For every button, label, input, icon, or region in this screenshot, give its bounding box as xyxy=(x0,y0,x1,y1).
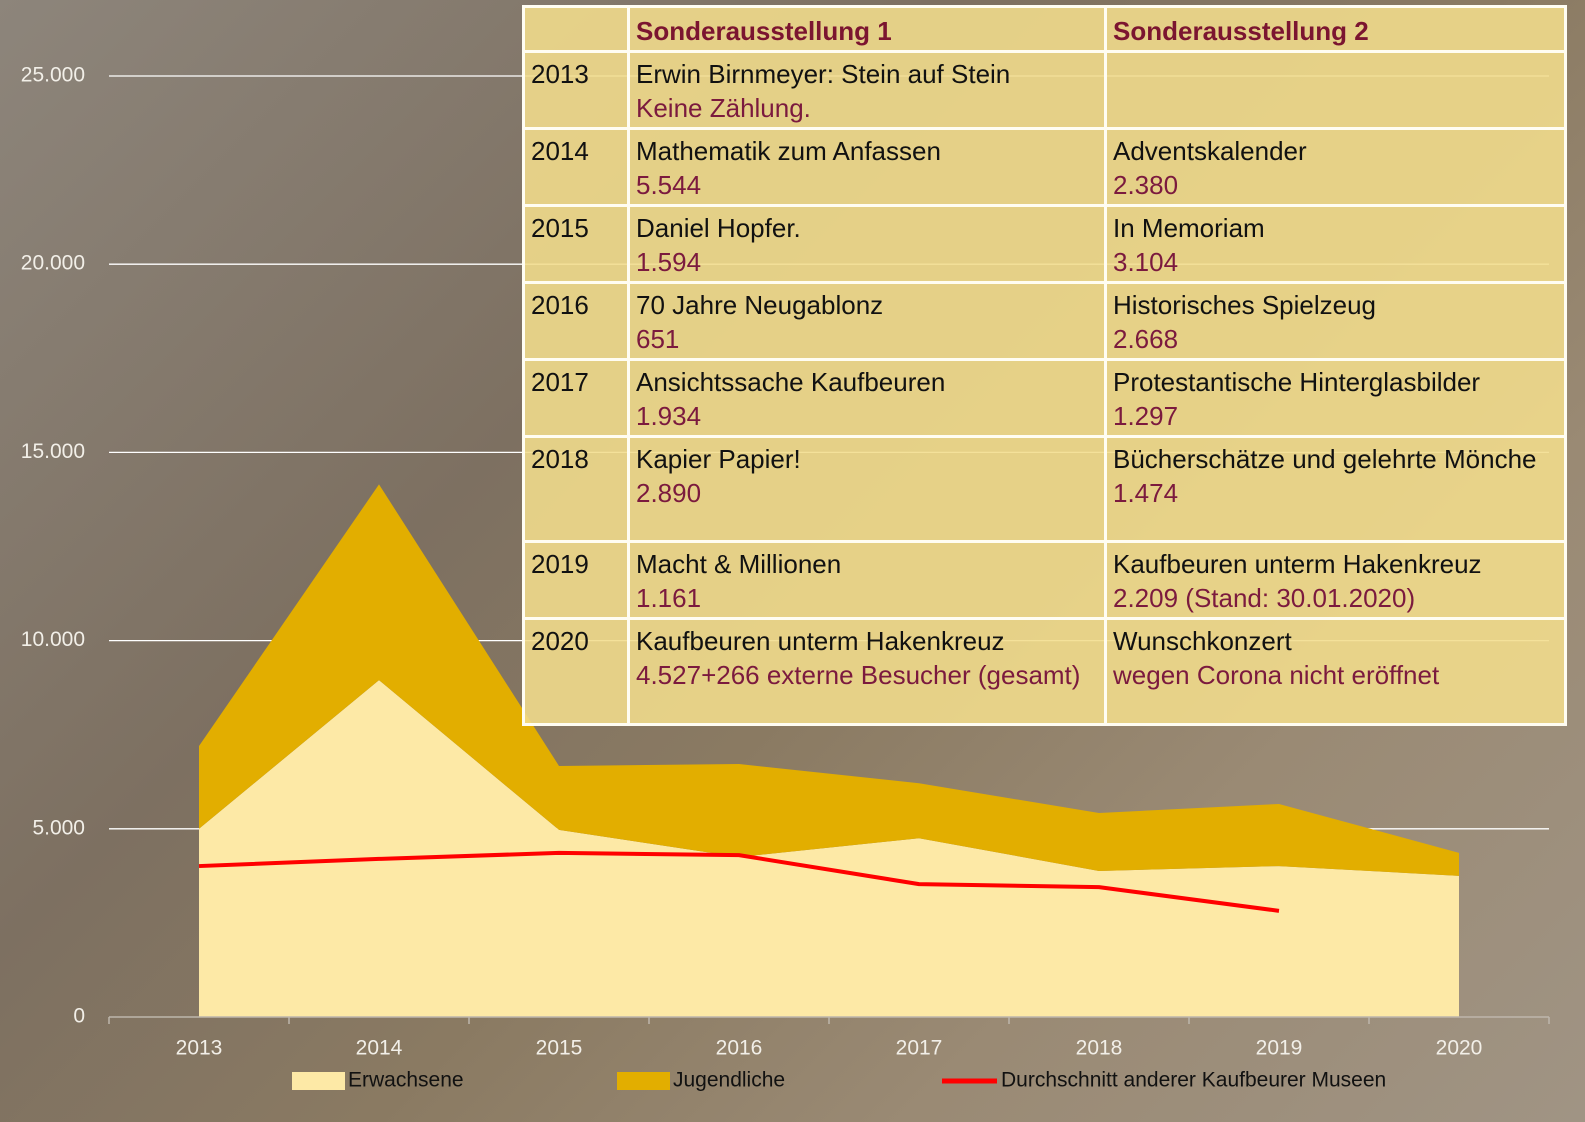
exhibition-title: Wunschkonzert xyxy=(1113,624,1558,658)
x-tick-label: 2014 xyxy=(356,1037,403,1060)
exhibition-title: Mathematik zum Anfassen xyxy=(636,134,1098,168)
exhibition-title: Daniel Hopfer. xyxy=(636,211,1098,245)
visitor-count: 1.161 xyxy=(636,581,1098,615)
visitor-count: 2.209 (Stand: 30.01.2020) xyxy=(1113,581,1558,615)
visitor-count: 1.474 xyxy=(1113,476,1558,510)
exhibition-title: Protestantische Hinterglasbilder xyxy=(1113,365,1558,399)
legend-label: Jugendliche xyxy=(673,1069,785,1092)
visitor-count: 651 xyxy=(636,322,1098,356)
exhibition-title: Bücherschätze und gelehrte Mönche xyxy=(1113,442,1558,476)
visitor-count: 3.104 xyxy=(1113,245,1558,279)
year-cell: 2018 xyxy=(524,437,629,542)
legend-swatch xyxy=(292,1072,345,1090)
y-tick-label: 15.000 xyxy=(21,440,85,463)
exhibition-title: Adventskalender xyxy=(1113,134,1558,168)
exhibition-cell: Kapier Papier!2.890 xyxy=(629,437,1106,542)
year-cell: 2020 xyxy=(524,619,629,725)
y-tick-label: 0 xyxy=(73,1005,85,1028)
x-tick-label: 2015 xyxy=(536,1037,583,1060)
visitor-count: 5.544 xyxy=(636,168,1098,202)
year-cell: 2015 xyxy=(524,206,629,283)
x-tick-label: 2017 xyxy=(896,1037,943,1060)
exhibition-title: Kaufbeuren unterm Hakenkreuz xyxy=(1113,547,1558,581)
exhibition-title: Kaufbeuren unterm Hakenkreuz xyxy=(636,624,1098,658)
legend-swatch xyxy=(617,1072,670,1090)
year-cell: 2019 xyxy=(524,542,629,619)
page: 05.00010.00015.00020.00025.0002013201420… xyxy=(0,0,1585,1122)
visitor-count: Keine Zählung. xyxy=(636,91,1098,125)
visitor-count: 2.890 xyxy=(636,476,1098,510)
year-cell: 2014 xyxy=(524,129,629,206)
exhibition-title: Historisches Spielzeug xyxy=(1113,288,1558,322)
exhibition-title: 70 Jahre Neugablonz xyxy=(636,288,1098,322)
visitor-count: 1.297 xyxy=(1113,399,1558,433)
exhibition-title: Kapier Papier! xyxy=(636,442,1098,476)
visitor-count: 1.594 xyxy=(636,245,1098,279)
x-tick-label: 2020 xyxy=(1436,1037,1483,1060)
header-cell: Sonderausstellung 1 xyxy=(629,7,1106,52)
y-tick-label: 20.000 xyxy=(21,252,85,275)
y-tick-label: 5.000 xyxy=(32,816,85,839)
header-cell xyxy=(524,7,629,52)
exhibition-cell: Daniel Hopfer.1.594 xyxy=(629,206,1106,283)
x-tick-label: 2013 xyxy=(176,1037,223,1060)
exhibition-cell xyxy=(1106,52,1566,129)
year-cell: 2016 xyxy=(524,283,629,360)
x-tick-label: 2016 xyxy=(716,1037,763,1060)
exhibition-title: In Memoriam xyxy=(1113,211,1558,245)
exhibition-title: Ansichtssache Kaufbeuren xyxy=(636,365,1098,399)
year-cell: 2017 xyxy=(524,360,629,437)
y-tick-label: 10.000 xyxy=(21,628,85,651)
visitor-count: 2.380 xyxy=(1113,168,1558,202)
legend-label: Erwachsene xyxy=(348,1069,464,1092)
legend-label: Durchschnitt anderer Kaufbeurer Museen xyxy=(1001,1069,1386,1092)
visitor-count: 4.527+266 externe Besucher (gesamt) xyxy=(636,658,1098,692)
year-cell: 2013 xyxy=(524,52,629,129)
x-tick-label: 2018 xyxy=(1076,1037,1123,1060)
visitor-count: 1.934 xyxy=(636,399,1098,433)
exhibition-title: Erwin Birnmeyer: Stein auf Stein xyxy=(636,57,1098,91)
y-tick-label: 25.000 xyxy=(21,64,85,87)
x-tick-label: 2019 xyxy=(1256,1037,1303,1060)
visitor-count: 2.668 xyxy=(1113,322,1558,356)
visitor-count: wegen Corona nicht eröffnet xyxy=(1113,658,1558,692)
header-cell: Sonderausstellung 2 xyxy=(1106,7,1566,52)
exhibition-title: Macht & Millionen xyxy=(636,547,1098,581)
